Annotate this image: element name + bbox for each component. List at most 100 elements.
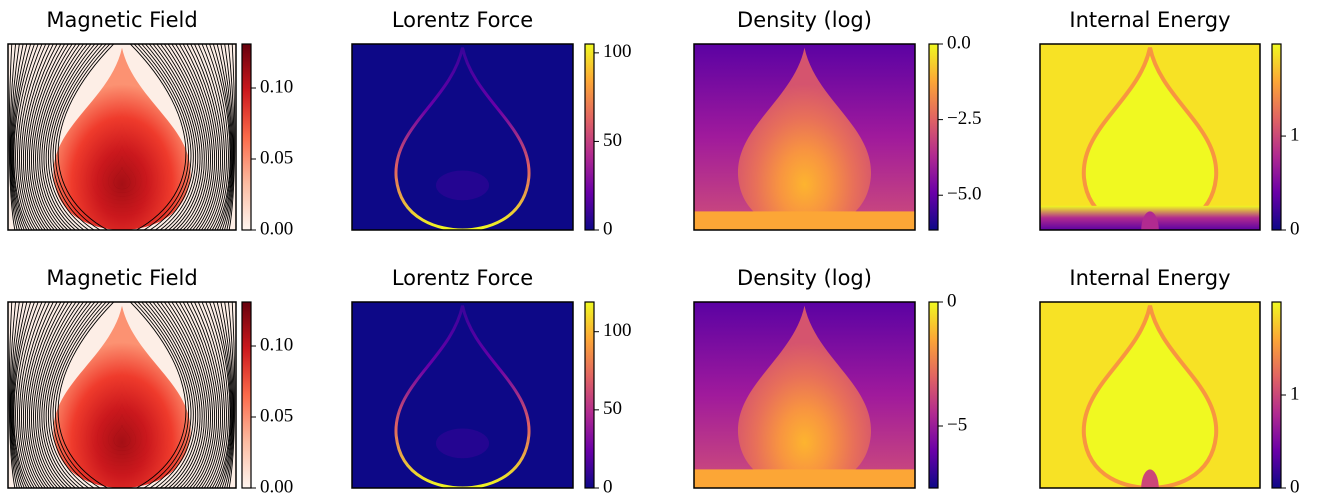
field-line xyxy=(20,44,50,230)
field-line xyxy=(216,302,233,488)
field-line xyxy=(13,44,35,230)
field-line xyxy=(182,302,218,488)
colorbar xyxy=(928,43,939,231)
colorbar-tick-label: −5 xyxy=(947,414,967,435)
field-line xyxy=(228,302,236,488)
field-line xyxy=(133,44,189,230)
field-line xyxy=(22,302,54,488)
field-line xyxy=(201,44,227,230)
heatmap-image xyxy=(1040,302,1260,488)
colorbar-tick-label: 0.05 xyxy=(260,405,293,426)
energy-spot xyxy=(1141,469,1159,488)
field-line xyxy=(12,302,32,488)
field-line xyxy=(24,44,58,230)
field-line xyxy=(171,44,211,230)
colorbar-tick-label: 0 xyxy=(1290,218,1300,239)
field-line xyxy=(179,302,216,488)
density-core xyxy=(737,305,872,488)
colorbar-tick-label: 50 xyxy=(603,398,622,419)
panel-title: Lorentz Force xyxy=(392,8,533,32)
field-line xyxy=(224,44,234,230)
field-line xyxy=(175,44,214,230)
field-line xyxy=(35,44,77,230)
field-line xyxy=(19,44,47,230)
colorbar-tick-label: 0.00 xyxy=(260,476,293,495)
colorbar-tick-label: 0.00 xyxy=(260,218,293,239)
field-line xyxy=(55,302,111,488)
field-contour xyxy=(97,393,146,459)
colorbar-tick-label: 0.10 xyxy=(260,334,293,355)
image-frame xyxy=(1039,43,1261,231)
heatmap-image xyxy=(352,302,573,488)
field-line xyxy=(145,44,196,230)
force-outline xyxy=(396,306,529,488)
field-line xyxy=(30,44,69,230)
field-line xyxy=(152,44,201,230)
field-line xyxy=(145,302,196,488)
colorbar-tick-label: 0.10 xyxy=(260,76,293,97)
field-core xyxy=(53,47,191,230)
heatmap-image xyxy=(694,44,915,230)
colorbar xyxy=(584,43,595,231)
field-line xyxy=(130,302,187,488)
field-line xyxy=(194,302,224,488)
field-line xyxy=(11,44,24,230)
field-line xyxy=(17,302,43,488)
field-line xyxy=(197,302,225,488)
field-line xyxy=(9,302,18,488)
field-line xyxy=(152,302,201,488)
field-line xyxy=(160,44,205,230)
field-line xyxy=(160,302,205,488)
field-line xyxy=(13,302,35,488)
energy-outline xyxy=(1084,48,1216,230)
colorbar-tick-label: 0.05 xyxy=(260,147,293,168)
field-line xyxy=(156,302,203,488)
field-line xyxy=(57,44,114,230)
heatmap-image xyxy=(8,302,236,488)
field-line xyxy=(209,44,231,230)
colorbar xyxy=(928,301,939,489)
field-line xyxy=(30,302,69,488)
field-line xyxy=(9,44,18,230)
field-line xyxy=(41,302,88,488)
field-line xyxy=(130,44,187,230)
field-line xyxy=(41,44,88,230)
field-line xyxy=(201,302,227,488)
field-line xyxy=(20,302,50,488)
image-frame xyxy=(351,43,574,231)
colorbar xyxy=(1271,43,1282,231)
field-line xyxy=(37,44,81,230)
field-contour xyxy=(64,69,179,222)
field-line xyxy=(10,302,20,488)
field-line xyxy=(141,44,194,230)
field-line xyxy=(8,44,16,230)
field-line xyxy=(50,44,103,230)
image-frame xyxy=(351,301,574,489)
field-line xyxy=(50,302,103,488)
field-line xyxy=(12,44,32,230)
field-contour xyxy=(92,382,152,462)
field-line xyxy=(224,302,234,488)
field-line xyxy=(209,302,231,488)
colorbar-tick-label: 1 xyxy=(1290,124,1300,145)
energy-outline xyxy=(1084,306,1216,488)
heatmap-image xyxy=(1040,44,1260,230)
force-core xyxy=(435,170,490,201)
field-line xyxy=(57,302,114,488)
field-contour xyxy=(92,124,152,204)
colorbar-tick-label: 100 xyxy=(603,320,632,341)
field-line xyxy=(39,44,84,230)
field-line xyxy=(35,302,77,488)
field-line xyxy=(194,44,224,230)
field-contour xyxy=(59,59,185,227)
field-line xyxy=(141,302,194,488)
field-line xyxy=(48,302,99,488)
field-contour xyxy=(97,135,146,201)
force-background xyxy=(352,302,573,488)
field-line xyxy=(55,44,111,230)
field-contour xyxy=(75,349,168,473)
colorbar-tick-label: 0 xyxy=(603,476,613,495)
field-line xyxy=(133,302,189,488)
field-contour xyxy=(75,91,168,215)
field-line xyxy=(167,302,209,488)
